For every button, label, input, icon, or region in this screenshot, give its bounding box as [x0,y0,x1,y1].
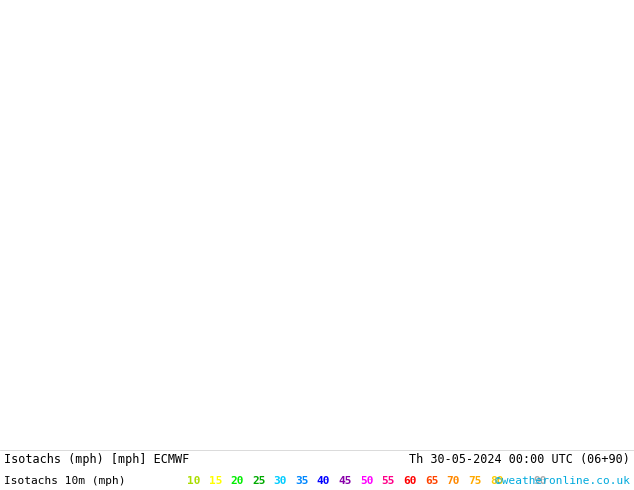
Text: 15: 15 [209,476,222,486]
Text: 35: 35 [295,476,309,486]
Text: 85: 85 [512,476,525,486]
Text: ©weatheronline.co.uk: ©weatheronline.co.uk [495,476,630,486]
Text: 10: 10 [187,476,200,486]
Text: 80: 80 [490,476,503,486]
Text: 45: 45 [339,476,352,486]
Text: 60: 60 [403,476,417,486]
Text: Th 30-05-2024 00:00 UTC (06+90): Th 30-05-2024 00:00 UTC (06+90) [409,453,630,466]
Text: 25: 25 [252,476,266,486]
Text: 50: 50 [360,476,373,486]
Text: 70: 70 [446,476,460,486]
Text: Isotachs (mph) [mph] ECMWF: Isotachs (mph) [mph] ECMWF [4,453,189,466]
Text: 65: 65 [425,476,439,486]
Text: Isotachs 10m (mph): Isotachs 10m (mph) [4,476,126,486]
Text: 40: 40 [317,476,330,486]
Text: 90: 90 [533,476,547,486]
Text: 75: 75 [469,476,482,486]
Text: 55: 55 [382,476,395,486]
Text: 30: 30 [273,476,287,486]
Text: 20: 20 [230,476,244,486]
